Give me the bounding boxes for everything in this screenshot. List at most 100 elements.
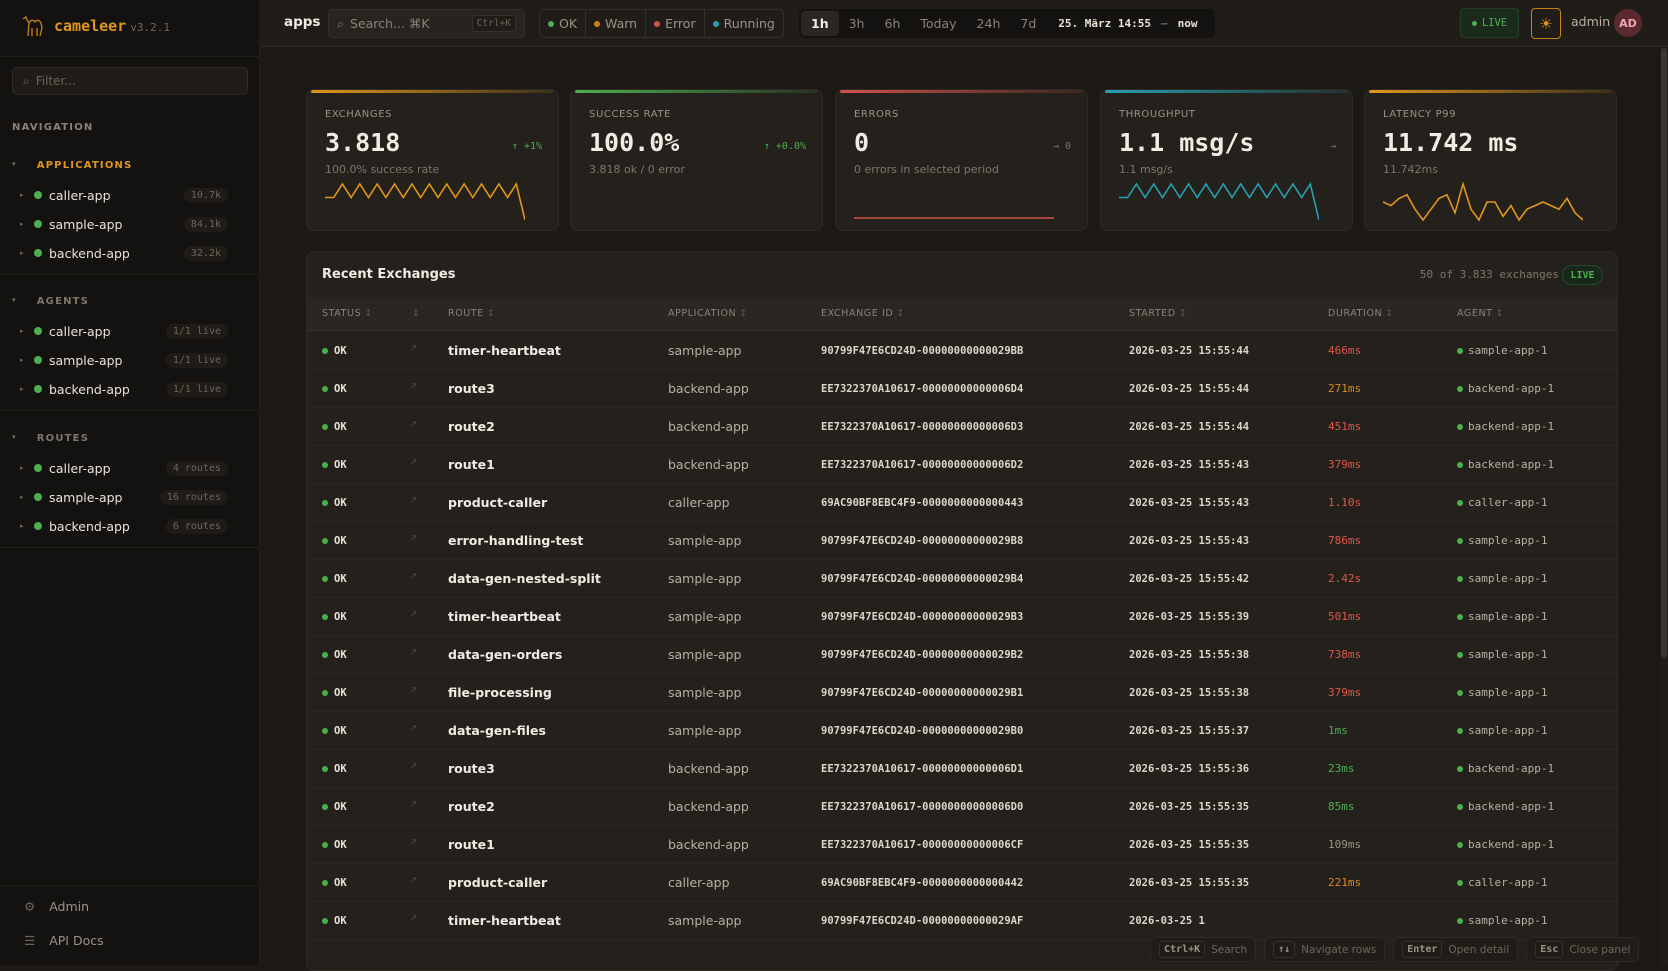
- scrollbar[interactable]: [1660, 48, 1668, 965]
- status-filter-ok[interactable]: OK: [540, 10, 587, 37]
- exchange-id-cell: 90799F47E6CD24D-00000000000029B3: [821, 611, 1024, 623]
- sidebar-item-sample-app[interactable]: ▸ sample-app 16 routes: [20, 485, 228, 509]
- route-cell[interactable]: product-caller: [448, 875, 548, 890]
- sidebar-item-caller-app[interactable]: ▸ caller-app 1/1 live: [20, 319, 228, 343]
- column-header-status[interactable]: STATUS ↕: [322, 308, 373, 319]
- logo[interactable]: cameleer v3.2.1: [20, 14, 170, 38]
- open-link-icon[interactable]: ↗: [409, 533, 418, 544]
- route-cell[interactable]: route1: [448, 837, 495, 852]
- open-link-icon[interactable]: ↗: [409, 609, 418, 620]
- table-row[interactable]: OK ↗ route2 backend-app EE7322370A10617-0000…: [307, 408, 1617, 446]
- open-link-icon[interactable]: ↗: [409, 457, 418, 468]
- status-filter-warn[interactable]: Warn: [586, 10, 647, 37]
- route-cell[interactable]: product-caller: [448, 495, 548, 510]
- sidebar-group-routes[interactable]: ▾ ROUTES: [12, 433, 89, 444]
- route-cell[interactable]: timer-heartbeat: [448, 343, 561, 358]
- column-header-exchange-id[interactable]: EXCHANGE ID ↕: [821, 308, 905, 319]
- exchange-id-cell: EE7322370A10617-00000000000006D4: [821, 383, 1024, 395]
- route-cell[interactable]: route3: [448, 761, 495, 776]
- open-link-icon[interactable]: ↗: [409, 381, 418, 392]
- date-range[interactable]: 25. März 14:55 – now: [1058, 17, 1197, 30]
- sidebar-item-backend-app[interactable]: ▸ backend-app 1/1 live: [20, 377, 228, 401]
- open-link-icon[interactable]: ↗: [409, 761, 418, 772]
- status-filter-error[interactable]: Error: [646, 10, 705, 37]
- open-link-icon[interactable]: ↗: [409, 685, 418, 696]
- sidebar-group-agents[interactable]: ▾ AGENTS: [12, 296, 89, 307]
- column-header-started[interactable]: STARTED ↕: [1129, 308, 1187, 319]
- sidebar-item-caller-app[interactable]: ▸ caller-app 10.7k: [20, 183, 228, 207]
- route-cell[interactable]: data-gen-files: [448, 723, 546, 738]
- table-row[interactable]: OK ↗ file-processing sample-app 90799F47E6CD…: [307, 674, 1617, 712]
- sidebar-filter-input[interactable]: ⌕ Filter...: [12, 67, 248, 95]
- table-row[interactable]: OK ↗ route1 backend-app EE7322370A10617-0000…: [307, 446, 1617, 484]
- table-row[interactable]: OK ↗ error-handling-test sample-app 90799F47…: [307, 522, 1617, 560]
- time-range-24h[interactable]: 24h: [976, 16, 1001, 31]
- column-header-route[interactable]: ROUTE ↕: [448, 308, 495, 319]
- table-row[interactable]: OK ↗ route3 backend-app EE7322370A10617-0000…: [307, 750, 1617, 788]
- menu-icon: ☰: [24, 933, 36, 948]
- column-header-sort[interactable]: ↕: [409, 308, 421, 319]
- open-link-icon[interactable]: ↗: [409, 571, 418, 582]
- route-cell[interactable]: route1: [448, 457, 495, 472]
- status-dot-icon: [34, 220, 42, 228]
- time-range-6h[interactable]: 6h: [884, 16, 901, 31]
- status-dot-icon: [322, 500, 328, 506]
- open-link-icon[interactable]: ↗: [409, 723, 418, 734]
- column-header-duration[interactable]: DURATION ↕: [1328, 308, 1394, 319]
- time-range-7d[interactable]: 7d: [1020, 16, 1037, 31]
- sidebar-group-applications[interactable]: ▾ APPLICATIONS: [12, 160, 133, 171]
- table-row[interactable]: OK ↗ route1 backend-app EE7322370A10617-0000…: [307, 826, 1617, 864]
- username[interactable]: admin: [1571, 14, 1611, 29]
- route-cell[interactable]: file-processing: [448, 685, 552, 700]
- route-cell[interactable]: route2: [448, 799, 495, 814]
- collapse-icon: ▾: [12, 296, 17, 304]
- open-link-icon[interactable]: ↗: [409, 495, 418, 506]
- open-link-icon[interactable]: ↗: [409, 419, 418, 430]
- sidebar-item-backend-app[interactable]: ▸ backend-app 32.2k: [20, 241, 228, 265]
- live-toggle-button[interactable]: LIVE: [1460, 8, 1519, 38]
- route-cell[interactable]: timer-heartbeat: [448, 913, 561, 928]
- open-link-icon[interactable]: ↗: [409, 875, 418, 886]
- avatar[interactable]: AD: [1614, 9, 1642, 37]
- route-cell[interactable]: data-gen-orders: [448, 647, 563, 662]
- status-dot-icon: [34, 356, 42, 364]
- column-header-application[interactable]: APPLICATION ↕: [668, 308, 748, 319]
- route-cell[interactable]: error-handling-test: [448, 533, 584, 548]
- sidebar-item-backend-app[interactable]: ▸ backend-app 6 routes: [20, 514, 228, 538]
- table-row[interactable]: OK ↗ route2 backend-app EE7322370A10617-0000…: [307, 788, 1617, 826]
- status-filter-running[interactable]: Running: [705, 10, 783, 37]
- sidebar-item-api-docs[interactable]: ☰ API Docs: [24, 933, 104, 948]
- table-row[interactable]: OK ↗ timer-heartbeat sample-app 90799F47E6CD…: [307, 902, 1617, 940]
- sidebar-item-admin[interactable]: ⚙ Admin: [24, 899, 89, 914]
- open-link-icon[interactable]: ↗: [409, 913, 418, 924]
- open-link-icon[interactable]: ↗: [409, 799, 418, 810]
- table-row[interactable]: OK ↗ data-gen-files sample-app 90799F47E6CD2…: [307, 712, 1617, 750]
- time-range-1h[interactable]: 1h: [801, 11, 839, 36]
- table-row[interactable]: OK ↗ timer-heartbeat sample-app 90799F47E6CD…: [307, 598, 1617, 636]
- open-link-icon[interactable]: ↗: [409, 837, 418, 848]
- search-icon: ⌕: [337, 15, 345, 31]
- open-link-icon[interactable]: ↗: [409, 343, 418, 354]
- time-range-3h[interactable]: 3h: [848, 16, 865, 31]
- table-row[interactable]: OK ↗ product-caller caller-app 69AC90BF8EBC4…: [307, 864, 1617, 902]
- route-cell[interactable]: data-gen-nested-split: [448, 571, 601, 586]
- sidebar-item-sample-app[interactable]: ▸ sample-app 84.1k: [20, 212, 228, 236]
- table-row[interactable]: OK ↗ product-caller caller-app 69AC90BF8EBC4…: [307, 484, 1617, 522]
- table-row[interactable]: OK ↗ route3 backend-app EE7322370A10617-0000…: [307, 370, 1617, 408]
- table-row[interactable]: OK ↗ timer-heartbeat sample-app 90799F47E6CD…: [307, 332, 1617, 370]
- status-cell: OK: [322, 877, 347, 889]
- sidebar-item-sample-app[interactable]: ▸ sample-app 1/1 live: [20, 348, 228, 372]
- route-cell[interactable]: timer-heartbeat: [448, 609, 561, 624]
- route-cell[interactable]: route2: [448, 419, 495, 434]
- column-header-agent[interactable]: AGENT ↕: [1457, 308, 1504, 319]
- table-row[interactable]: OK ↗ data-gen-orders sample-app 90799F47E6CD…: [307, 636, 1617, 674]
- open-link-icon[interactable]: ↗: [409, 647, 418, 658]
- route-cell[interactable]: route3: [448, 381, 495, 396]
- scrollbar-thumb[interactable]: [1661, 48, 1667, 658]
- sidebar-item-caller-app[interactable]: ▸ caller-app 4 routes: [20, 456, 228, 480]
- group-label: AGENTS: [36, 296, 90, 307]
- table-row[interactable]: OK ↗ data-gen-nested-split sample-app 90799F…: [307, 560, 1617, 598]
- time-range-today[interactable]: Today: [920, 16, 957, 31]
- search-input[interactable]: ⌕ Search... ⌘K Ctrl+K: [328, 9, 525, 38]
- theme-toggle-button[interactable]: ☀: [1531, 8, 1561, 39]
